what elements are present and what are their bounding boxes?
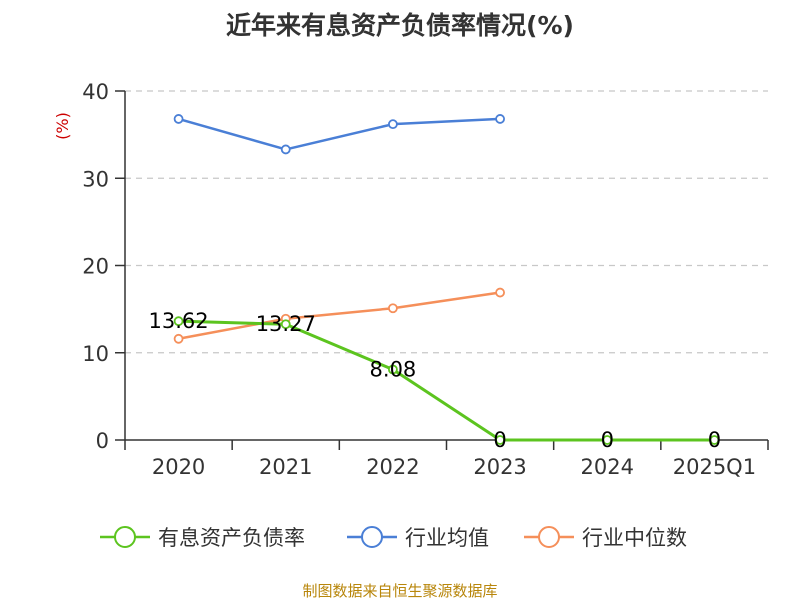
series-line-2 [178, 291, 501, 341]
x-tick-label-2023: 2023 [473, 455, 526, 479]
data-point-s0-2022 [388, 364, 398, 375]
y-tick-label-20: 20 [82, 255, 109, 279]
data-point-s0-2025Q1 [709, 435, 720, 445]
series-line-0 [178, 319, 715, 442]
data-point-s1-2021 [280, 144, 291, 155]
y-tick-label-30: 30 [82, 167, 109, 191]
data-labels: 13.62 13.27 8.08 0 0 0 [149, 309, 722, 452]
data-label-2024: 0 [601, 428, 614, 452]
data-label-2021: 13.27 [256, 312, 316, 336]
data-point-s0-2024 [602, 435, 613, 445]
y-tick-label-0: 0 [96, 429, 109, 453]
axes: 0 10 20 30 40 2020 2021 2022 2023 2024 2025Q1 [82, 80, 769, 479]
legend-label-1: 行业均值 [405, 526, 489, 550]
data-point-s2-2020 [173, 333, 184, 344]
legend-label-2: 行业中位数 [582, 526, 687, 550]
x-tick-label-2022: 2022 [366, 455, 419, 479]
legend: 有息资产负债率 行业均值 行业中位数 [100, 526, 687, 550]
data-label-2022: 8.08 [370, 358, 417, 382]
data-point-s1-2023 [495, 114, 505, 124]
x-tick-label-2024: 2024 [581, 455, 634, 479]
data-point-s1-2020 [173, 114, 184, 124]
y-tick-label-10: 10 [82, 342, 109, 366]
legend-marker-1 [361, 526, 383, 548]
x-tick-label-2021: 2021 [259, 455, 312, 479]
x-tick-label-2025Q1: 2025Q1 [673, 455, 756, 479]
data-point-s0-2021 [280, 319, 291, 330]
legend-marker-2 [538, 526, 560, 548]
x-tick-label-2020: 2020 [152, 455, 205, 479]
data-point-s2-2022 [388, 303, 398, 314]
source-note: 制图数据来自恒生聚源数据库 [302, 582, 497, 600]
data-label-2025Q1: 0 [708, 428, 721, 452]
series-group [173, 114, 720, 445]
legend-label-0: 有息资产负债率 [158, 526, 305, 550]
data-point-s0-2020 [173, 316, 184, 327]
y-tick-label-40: 40 [82, 80, 109, 104]
y-axis-label: (%) [53, 112, 72, 140]
data-point-s0-2023 [495, 435, 505, 445]
data-label-2020: 13.62 [149, 309, 209, 333]
chart-title: 近年来有息资产负债率情况(%) [226, 11, 574, 40]
legend-marker-0 [114, 526, 136, 548]
data-point-s1-2022 [388, 119, 398, 130]
series-line-1 [178, 117, 501, 151]
data-label-2023: 0 [493, 428, 506, 452]
gridlines [125, 90, 768, 354]
data-point-s2-2023 [495, 287, 505, 298]
